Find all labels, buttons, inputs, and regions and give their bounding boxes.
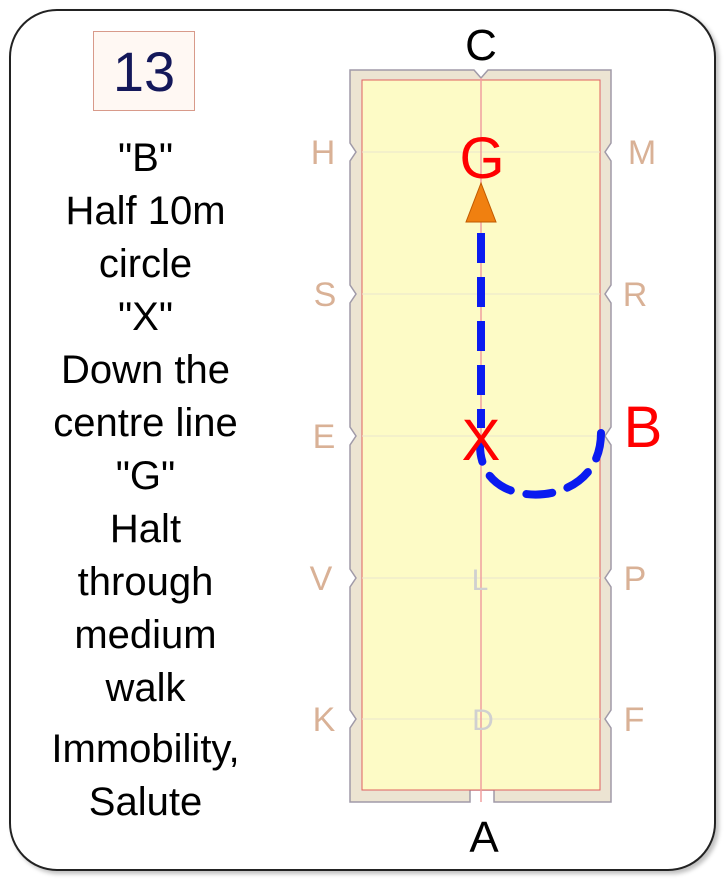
letter-m: M [628, 134, 656, 172]
letter-l: L [472, 564, 489, 597]
letter-v: V [310, 560, 333, 598]
instruction-line: "G" [115, 454, 176, 498]
instruction-line: Immobility, [51, 727, 240, 771]
letter-b-highlight: B [624, 395, 663, 460]
instruction-line: "B" [117, 136, 174, 180]
instruction-line: through [77, 560, 214, 604]
instruction-line: Down the [61, 348, 230, 392]
test-number-box: 13 [93, 31, 195, 111]
instruction-line: circle [98, 242, 193, 286]
letter-g-highlight: G [459, 126, 504, 191]
instruction-line: Halt [109, 507, 182, 551]
letter-a: A [469, 813, 499, 862]
instructions: "B" Half 10m circle "X" Down the centre … [18, 132, 273, 829]
letter-c: C [465, 21, 497, 70]
letter-r: R [623, 276, 648, 314]
instruction-line: Salute [88, 780, 203, 824]
instruction-line: "X" [117, 295, 174, 339]
letter-s: S [314, 276, 337, 314]
letter-e: E [313, 418, 336, 456]
letter-f: F [624, 701, 645, 739]
letter-p: P [624, 560, 647, 598]
letter-k: K [313, 701, 336, 739]
instruction-line: walk [105, 666, 186, 710]
test-number: 13 [112, 39, 176, 103]
route-half-circle [476, 429, 605, 499]
instruction-line: centre line [53, 401, 238, 445]
instruction-line: medium [74, 613, 217, 657]
instruction-line: Half 10m [65, 189, 226, 233]
letter-d: D [472, 704, 494, 737]
letter-x-highlight: X [462, 408, 501, 473]
letter-h: H [311, 134, 336, 172]
direction-arrow-icon [465, 181, 497, 223]
